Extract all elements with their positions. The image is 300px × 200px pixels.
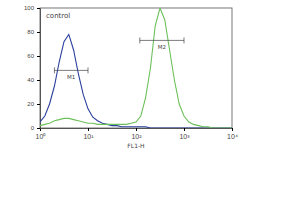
y-tick-label: 100 bbox=[24, 5, 35, 11]
y-tick-mark bbox=[37, 104, 40, 105]
x-tick-label: 10¹ bbox=[83, 133, 94, 140]
x-tick-label: 10⁰ bbox=[36, 133, 47, 140]
histogram-line bbox=[40, 8, 232, 128]
y-tick: 20 bbox=[27, 101, 40, 107]
x-tick: 10² bbox=[131, 128, 142, 140]
y-tick-label: 20 bbox=[27, 101, 34, 107]
y-tick: 60 bbox=[27, 53, 40, 59]
y-tick: 80 bbox=[27, 29, 40, 35]
annotation: control bbox=[46, 12, 70, 20]
x-tick: 10³ bbox=[179, 128, 190, 140]
x-axis-title: FL1-H bbox=[127, 142, 144, 149]
y-tick-mark bbox=[37, 128, 40, 129]
series-group bbox=[40, 8, 232, 128]
y-tick: 100 bbox=[24, 5, 40, 11]
y-tick-label: 40 bbox=[27, 77, 34, 83]
gates: M1 M2 bbox=[54, 37, 184, 80]
gate-bracket bbox=[140, 37, 184, 43]
x-tick: 10⁴ bbox=[227, 128, 238, 140]
x-tick-mark bbox=[136, 128, 137, 131]
gate-label: M1 bbox=[67, 74, 75, 80]
x-tick-label: 10⁴ bbox=[227, 133, 238, 140]
chart: 10⁰ 10¹ 10² 10³ 10⁴ 0 20 40 60 80 100 M1 M2 control FL… bbox=[0, 0, 300, 200]
x-tick-mark bbox=[232, 128, 233, 131]
gate-bracket bbox=[54, 67, 88, 73]
x-axis: 10⁰ 10¹ 10² 10³ 10⁴ bbox=[36, 128, 238, 140]
x-tick-label: 10³ bbox=[179, 133, 190, 140]
x-tick-label: 10² bbox=[131, 133, 142, 140]
y-tick-label: 80 bbox=[27, 29, 34, 35]
y-tick-mark bbox=[37, 32, 40, 33]
y-axis: 0 20 40 60 80 100 bbox=[24, 5, 41, 131]
y-tick-mark bbox=[37, 8, 40, 9]
histogram-line bbox=[40, 34, 232, 128]
x-tick-mark bbox=[88, 128, 89, 131]
plot: 10⁰ 10¹ 10² 10³ 10⁴ 0 20 40 60 80 100 M1 M2 control bbox=[24, 5, 238, 140]
y-tick-mark bbox=[37, 80, 40, 81]
y-tick: 40 bbox=[27, 77, 40, 83]
x-axis-line bbox=[41, 129, 233, 132]
x-tick: 10⁰ bbox=[36, 128, 47, 140]
y-tick: 0 bbox=[31, 125, 40, 131]
x-tick: 10¹ bbox=[83, 128, 94, 140]
plot-frame bbox=[40, 8, 232, 128]
gate-label: M2 bbox=[158, 44, 166, 50]
y-tick-mark bbox=[37, 56, 40, 57]
y-axis-line bbox=[37, 9, 41, 129]
y-tick-label: 60 bbox=[27, 53, 34, 59]
y-tick-label: 0 bbox=[31, 125, 35, 131]
x-tick-mark bbox=[184, 128, 185, 131]
